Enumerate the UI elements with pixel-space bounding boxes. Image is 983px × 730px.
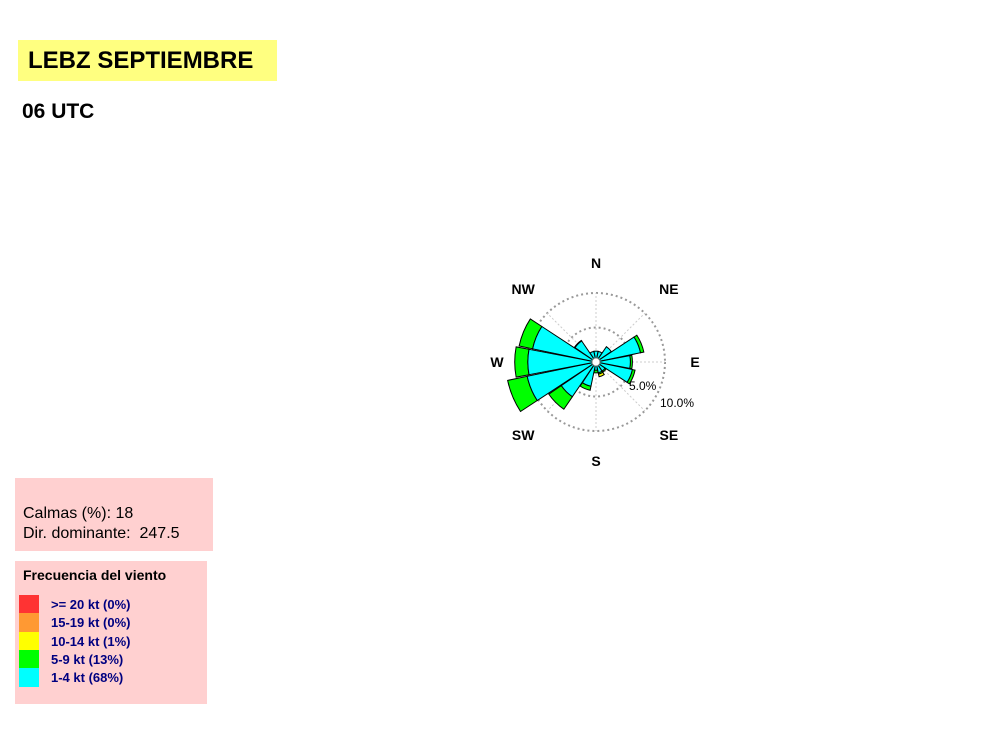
spoke — [546, 312, 597, 363]
spoke — [595, 361, 646, 412]
ring-label-1: 5.0% — [629, 379, 657, 393]
compass-label-w: W — [490, 354, 504, 370]
legend-label: >= 20 kt (0%) — [51, 597, 131, 612]
legend-panel: Frecuencia del viento >= 20 kt (0%) 15-1… — [15, 561, 207, 704]
legend-item: 1-4 kt (68%) — [19, 668, 204, 687]
legend-item: >= 20 kt (0%) — [19, 595, 204, 614]
petal-W-2 — [514, 346, 530, 378]
chart-subtitle: 06 UTC — [22, 100, 95, 123]
legend-swatch — [19, 668, 39, 687]
compass-label-e: E — [690, 354, 699, 370]
compass-label-s: S — [591, 453, 600, 469]
calms-label: Calmas (%): — [23, 505, 112, 522]
ring-label-2: 10.0% — [660, 396, 694, 410]
legend-swatch — [19, 650, 39, 669]
calms-row: Calmas (%): 18 — [23, 505, 133, 523]
dominant-label: Dir. dominante: — [23, 525, 131, 542]
legend-label: 15-19 kt (0%) — [51, 615, 131, 630]
legend-label: 1-4 kt (68%) — [51, 670, 124, 685]
dominant-value: 247.5 — [139, 525, 180, 542]
dominant-row: Dir. dominante: 247.5 — [23, 525, 180, 543]
legend-item: 5-9 kt (13%) — [19, 650, 204, 669]
compass-label-sw: SW — [512, 427, 535, 443]
legend-title: Frecuencia del viento — [23, 567, 167, 583]
compass-label-se: SE — [659, 427, 678, 443]
legend-label: 10-14 kt (1%) — [51, 634, 131, 649]
chart-title: LEBZ SEPTIEMBRE — [18, 40, 277, 81]
spoke — [595, 312, 646, 363]
legend-item: 10-14 kt (1%) — [19, 632, 204, 651]
legend-swatch — [19, 595, 39, 614]
legend-label: 5-9 kt (13%) — [51, 652, 124, 667]
legend-swatch — [19, 613, 39, 632]
compass-label-ne: NE — [659, 281, 678, 297]
compass-label-nw: NW — [512, 281, 536, 297]
calms-value: 18 — [115, 505, 134, 522]
rose-hub — [591, 357, 601, 367]
legend-swatch — [19, 632, 39, 651]
stats-panel: Calmas (%): 18 Dir. dominante: 247.5 — [15, 478, 213, 551]
compass-label-n: N — [591, 255, 601, 271]
legend-item: 15-19 kt (0%) — [19, 613, 204, 632]
